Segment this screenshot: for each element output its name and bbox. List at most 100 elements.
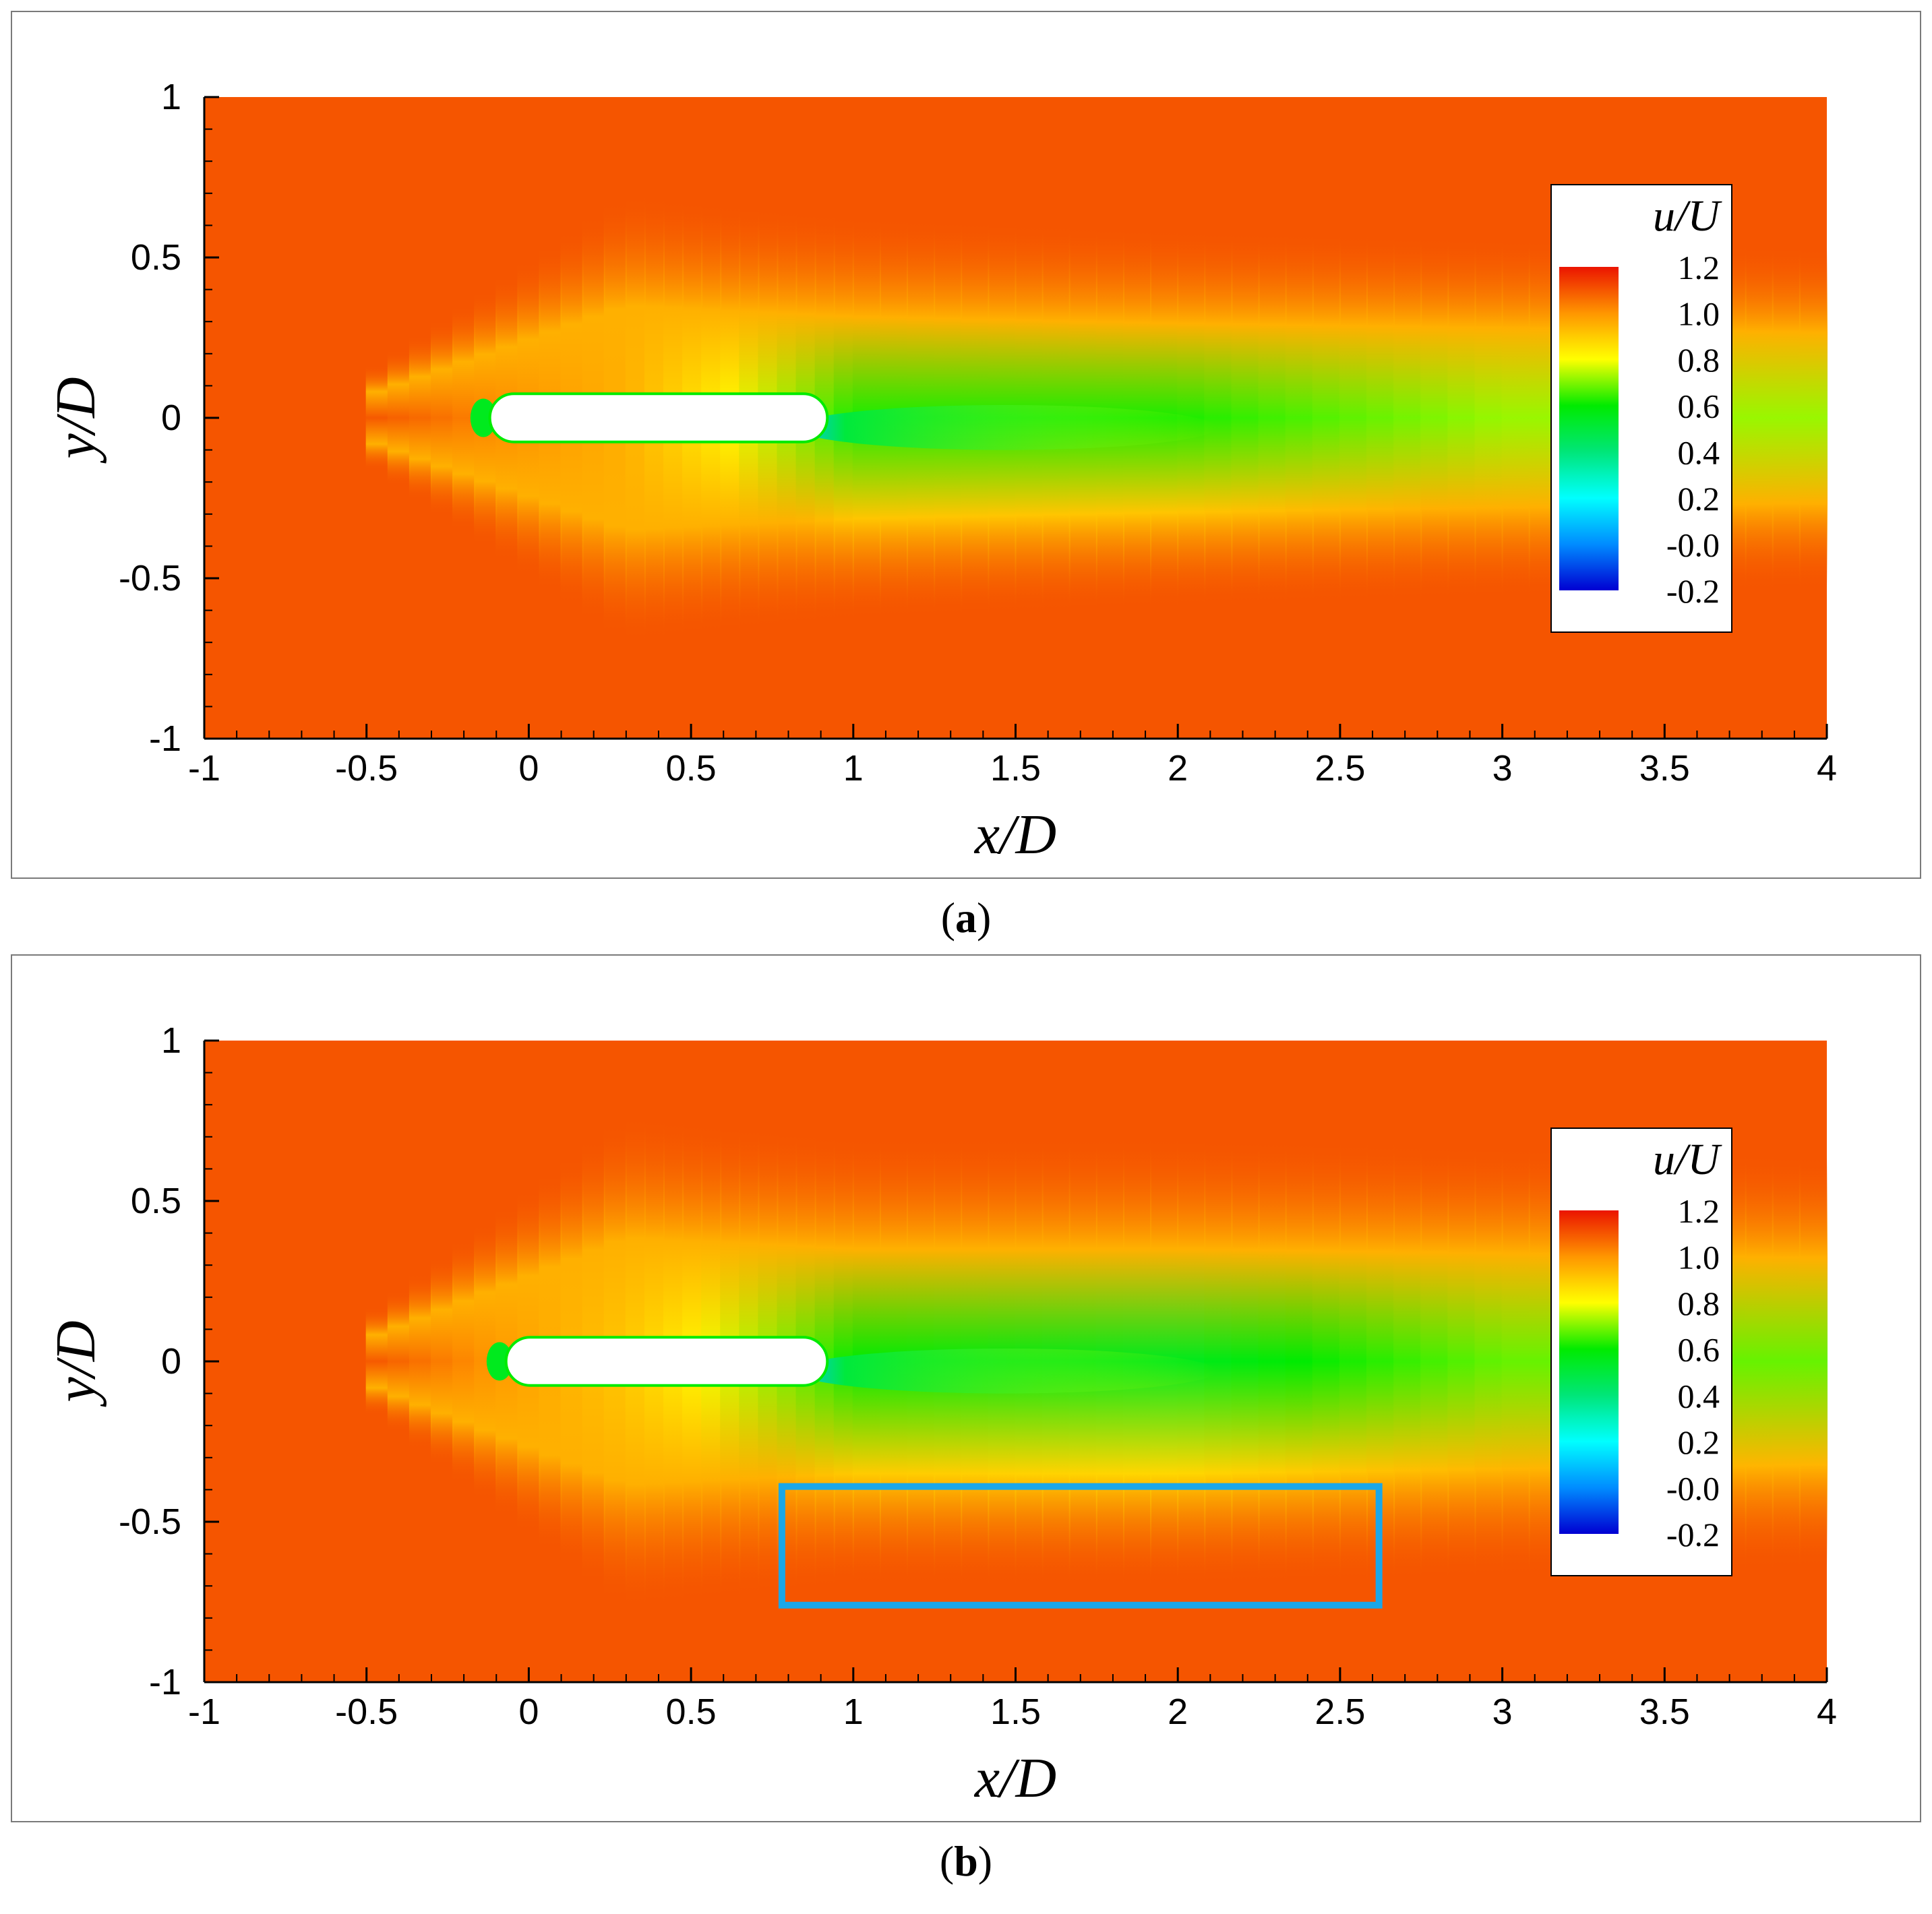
wake-strip <box>1420 1144 1449 1579</box>
wake-strip <box>1339 1142 1368 1581</box>
panel-b-caption: (b) <box>939 1837 993 1885</box>
wake-strip <box>1393 235 1422 600</box>
x-tick-label: 1.5 <box>990 1692 1041 1732</box>
x-tick-label: -0.5 <box>335 748 398 789</box>
near-wake-core <box>795 404 1217 450</box>
x-tick-label: -0.5 <box>335 1692 398 1732</box>
x-tick-label: 4 <box>1817 1692 1837 1732</box>
y-tick-label: 0 <box>161 398 181 438</box>
wake-strip <box>1447 237 1476 599</box>
x-axis-label: x/D <box>973 803 1056 866</box>
x-tick-label: 3 <box>1492 1692 1513 1732</box>
wake-strip <box>1501 238 1530 598</box>
wake-strip <box>1312 233 1341 603</box>
colorbar-label: 0.2 <box>1678 1423 1720 1461</box>
x-tick-label: 0 <box>518 748 539 789</box>
y-tick-label: 1 <box>161 77 181 117</box>
wake-strip <box>365 1307 389 1415</box>
colorbar-title: u/U <box>1653 1135 1722 1184</box>
colorbar-gradient <box>1559 267 1619 590</box>
colorbar-label: 0.6 <box>1678 1331 1720 1369</box>
wake-strip <box>1231 1138 1260 1584</box>
near-wake-core <box>795 1348 1217 1394</box>
wake-strip <box>1285 233 1314 603</box>
colorbar-label: 0.8 <box>1678 1285 1720 1322</box>
wake-strip <box>1501 1146 1530 1577</box>
wake-strip <box>1799 1154 1828 1569</box>
wake-strip <box>365 365 389 470</box>
panel-b-chart: -1 -0.5 0 0.5 1 1.5 2 2.5 3 3.5 4 -1 -0.5 0 0.5 1 x/D y/D… <box>44 1020 1837 1810</box>
x-tick-label: 0.5 <box>666 748 717 789</box>
x-tick-label: 3 <box>1492 748 1513 789</box>
y-axis-label: y/D <box>44 377 107 464</box>
wake-strip <box>1420 236 1449 600</box>
x-tick-label: 3.5 <box>1639 1692 1690 1732</box>
wake-strip <box>430 1257 454 1466</box>
colorbar-label: 1.2 <box>1678 249 1720 286</box>
colorbar-label: 0.4 <box>1678 433 1720 471</box>
x-tick-label: -1 <box>188 1692 220 1732</box>
wake-strip <box>1745 245 1774 591</box>
y-tick-label: 0.5 <box>131 237 181 278</box>
panel-a-chart: -1 -0.5 0 0.5 1 1.5 2 2.5 3 3.5 4 -1 -0.5 0 0.5 1 x/D y/D… <box>44 77 1837 866</box>
wake-strip <box>1799 247 1828 589</box>
y-tick-label: 0.5 <box>131 1181 181 1221</box>
panel-a-caption: (a) <box>940 894 992 941</box>
x-tick-label: 3.5 <box>1639 748 1690 789</box>
x-tick-label: 2 <box>1168 1692 1188 1732</box>
wake-strip <box>1204 1138 1233 1585</box>
panel-a-frame: -1 -0.5 0 0.5 1 1.5 2 2.5 3 3.5 4 -1 -0.5 0 0.5 1 x/D y/D… <box>11 11 1921 879</box>
y-tick-label: -0.5 <box>119 1502 181 1542</box>
wake-strip <box>1339 234 1368 602</box>
wake-strip <box>1258 1139 1287 1584</box>
colorbar-label: 0.4 <box>1678 1377 1720 1415</box>
x-tick-label: 4 <box>1817 748 1837 789</box>
panel-b-frame: -1 -0.5 0 0.5 1 1.5 2 2.5 3 3.5 4 -1 -0.5 0 0.5 1 x/D y/D… <box>11 954 1921 1822</box>
colorbar-label: -0.2 <box>1666 572 1720 610</box>
wake-strip <box>1447 1144 1476 1578</box>
y-tick-label: -1 <box>149 1662 181 1702</box>
wake-strip <box>452 1240 476 1483</box>
wake-strip <box>1366 235 1395 601</box>
x-tick-label: 1 <box>843 1692 864 1732</box>
highlight-box <box>778 1483 1383 1609</box>
y-tick-label: -0.5 <box>119 558 181 598</box>
wake-strip <box>1231 230 1260 605</box>
wake-strip <box>1285 1140 1314 1583</box>
x-tick-label: 2.5 <box>1315 748 1365 789</box>
y-tick-label: -1 <box>149 718 181 759</box>
wake-strip <box>387 350 411 485</box>
colorbar-label: 0.8 <box>1678 341 1720 379</box>
x-tick-label: 1.5 <box>990 748 1041 789</box>
wake-strip <box>409 1274 432 1449</box>
y-tick-label: 1 <box>161 1020 181 1061</box>
y-tick-label: 0 <box>161 1341 181 1382</box>
wake-strip <box>409 335 432 501</box>
wake-strip <box>387 1291 411 1432</box>
body-shape <box>504 1336 829 1387</box>
wake-strip <box>1204 230 1233 606</box>
wake-strip <box>1772 246 1801 590</box>
colorbar-label: -0.2 <box>1666 1516 1720 1553</box>
colorbar-label: 1.0 <box>1678 295 1720 333</box>
colorbar-label: 1.2 <box>1678 1192 1720 1230</box>
colorbar-label: 0.6 <box>1678 388 1720 425</box>
wake-strip <box>430 320 454 516</box>
x-tick-label: 0 <box>518 1692 539 1732</box>
x-tick-label: 2.5 <box>1315 1692 1365 1732</box>
colorbar-label: 1.0 <box>1678 1239 1720 1276</box>
wake-strip <box>1258 231 1287 605</box>
wake-strip <box>1393 1143 1422 1580</box>
wake-strip <box>1772 1153 1801 1570</box>
colorbar-label: -0.0 <box>1666 1469 1720 1507</box>
wake-strip <box>1474 237 1503 598</box>
x-tick-label: 1 <box>843 748 864 789</box>
wake-strip <box>1312 1140 1341 1582</box>
colorbar-gradient <box>1559 1210 1619 1534</box>
wake-strip <box>1474 1145 1503 1578</box>
x-tick-label: -1 <box>188 748 220 789</box>
body-shape <box>488 392 829 443</box>
y-axis-label: y/D <box>44 1320 107 1407</box>
leading-edge-pocket <box>486 1342 513 1381</box>
colorbar-title: u/U <box>1653 191 1722 241</box>
